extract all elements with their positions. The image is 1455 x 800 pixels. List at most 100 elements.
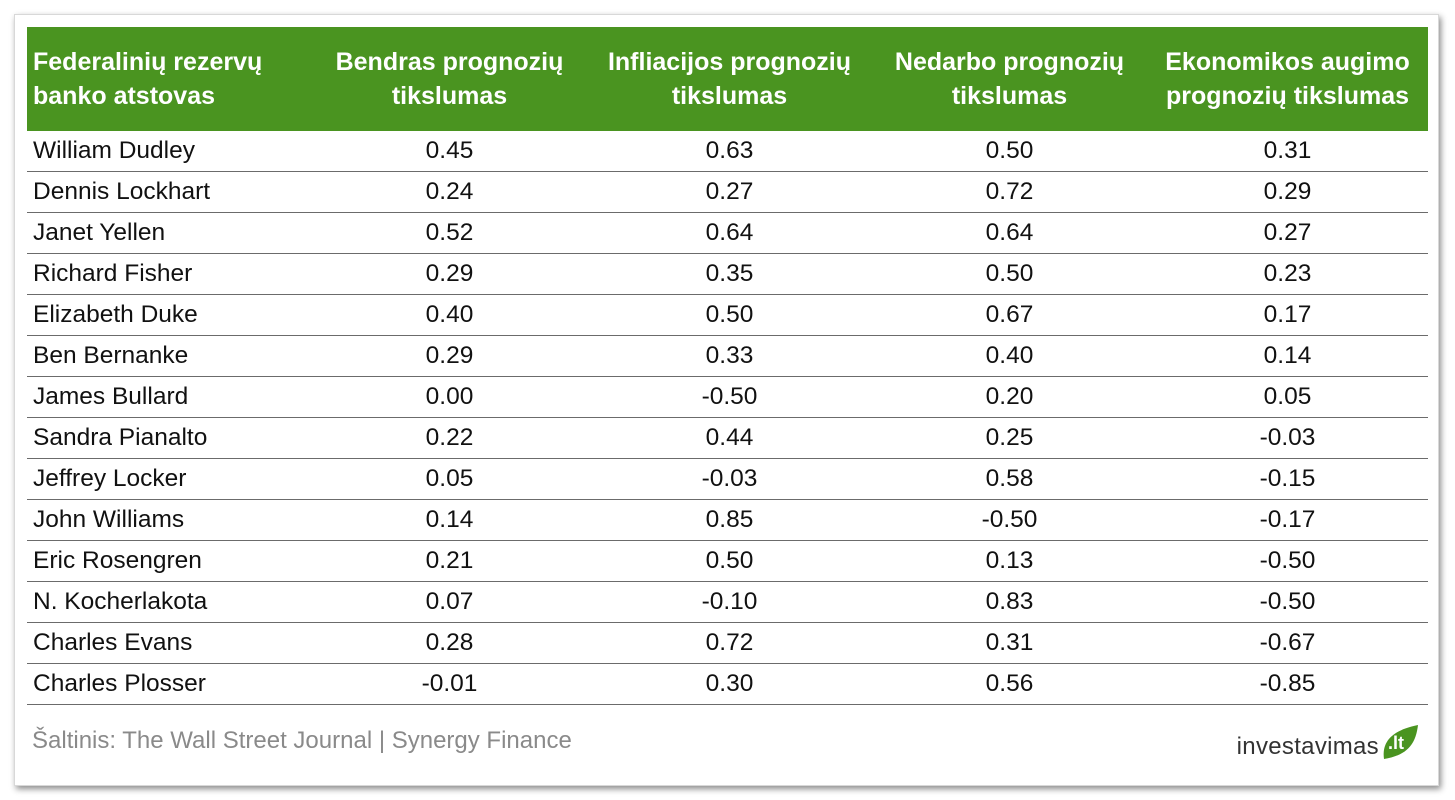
accuracy-value-cell: 0.44 [587,417,872,459]
column-header-line: tikslumas [671,82,788,110]
accuracy-value-cell: 0.85 [587,499,872,541]
accuracy-value-cell: 0.20 [872,376,1147,418]
forecast-accuracy-table: Federalinių rezervų banko atstovas Bendras… [27,27,1428,705]
accuracy-value-cell: 0.40 [872,335,1147,377]
accuracy-value-cell: 0.50 [587,540,872,582]
table-row: Elizabeth Duke 0.40 0.50 0.67 0.17 [27,294,1428,336]
accuracy-value-cell: 0.29 [1147,171,1428,213]
column-header-line: Bendras prognozių [335,48,564,76]
member-name-cell: John Williams [27,499,312,541]
accuracy-value-cell: -0.15 [1147,458,1428,500]
accuracy-value-cell: 0.72 [872,171,1147,213]
table-row: Sandra Pianalto 0.22 0.44 0.25 -0.03 [27,417,1428,459]
accuracy-value-cell: -0.50 [1147,581,1428,623]
accuracy-value-cell: 0.14 [312,499,587,541]
accuracy-value-cell: 0.35 [587,253,872,295]
accuracy-value-cell: 0.05 [312,458,587,500]
accuracy-value-cell: 0.25 [872,417,1147,459]
column-header-2: Infliacijos prognozių tikslumas [587,27,872,131]
table-frame: Federalinių rezervų banko atstovas Bendras… [14,14,1439,786]
column-header-line: tikslumas [391,82,508,110]
accuracy-value-cell: 0.63 [587,131,872,172]
accuracy-value-cell: 0.72 [587,622,872,664]
accuracy-value-cell: -0.50 [587,376,872,418]
table-row: Charles Evans 0.28 0.72 0.31 -0.67 [27,622,1428,664]
accuracy-value-cell: 0.52 [312,212,587,254]
table-row: Jeffrey Locker 0.05 -0.03 0.58 -0.15 [27,458,1428,500]
table-row: Charles Plosser -0.01 0.30 0.56 -0.85 [27,663,1428,705]
table-row: Ben Bernanke 0.29 0.33 0.40 0.14 [27,335,1428,377]
column-header-0: Federalinių rezervų banko atstovas [27,27,312,131]
accuracy-value-cell: 0.21 [312,540,587,582]
member-name-cell: Charles Evans [27,622,312,664]
accuracy-value-cell: 0.30 [587,663,872,705]
header-row: Federalinių rezervų banko atstovas Bendras… [27,27,1428,131]
accuracy-value-cell: 0.05 [1147,376,1428,418]
column-header-line: prognozių tikslumas [1165,82,1410,110]
accuracy-value-cell: -0.10 [587,581,872,623]
accuracy-value-cell: 0.45 [312,131,587,172]
table-row: James Bullard 0.00 -0.50 0.20 0.05 [27,376,1428,418]
table-row: Richard Fisher 0.29 0.35 0.50 0.23 [27,253,1428,295]
column-header-3: Nedarbo prognozių tikslumas [872,27,1147,131]
accuracy-value-cell: 0.56 [872,663,1147,705]
logo-suffix: .lt [1388,733,1404,753]
accuracy-value-cell: 0.83 [872,581,1147,623]
member-name-cell: James Bullard [27,376,312,418]
accuracy-value-cell: 0.29 [312,253,587,295]
accuracy-value-cell: 0.27 [587,171,872,213]
member-name-cell: Richard Fisher [27,253,312,295]
accuracy-value-cell: 0.64 [587,212,872,254]
member-name-cell: William Dudley [27,131,312,172]
column-header-line: Ekonomikos augimo [1165,48,1410,76]
logo-text: investavimas [1236,733,1379,760]
column-header-line: Federalinių rezervų [33,48,263,76]
accuracy-value-cell: -0.17 [1147,499,1428,541]
leaf-icon: .lt [1380,723,1420,761]
column-header-4: Ekonomikos augimo prognozių tikslumas [1147,27,1428,131]
column-header-line: Infliacijos prognozių [607,48,852,76]
investavimas-logo: investavimas .lt [1237,723,1420,761]
table-body: William Dudley 0.45 0.63 0.50 0.31 Dennis Loc… [27,131,1428,705]
accuracy-value-cell: -0.50 [872,499,1147,541]
accuracy-value-cell: 0.14 [1147,335,1428,377]
column-header-1: Bendras prognozių tikslumas [312,27,587,131]
member-name-cell: Janet Yellen [27,212,312,254]
table-row: Eric Rosengren 0.21 0.50 0.13 -0.50 [27,540,1428,582]
accuracy-value-cell: 0.33 [587,335,872,377]
accuracy-value-cell: 0.50 [587,294,872,336]
accuracy-value-cell: 0.24 [312,171,587,213]
accuracy-value-cell: 0.31 [872,622,1147,664]
accuracy-value-cell: -0.01 [312,663,587,705]
source-note: Šaltinis: The Wall Street Journal | Syne… [32,727,572,754]
table-row: William Dudley 0.45 0.63 0.50 0.31 [27,131,1428,172]
accuracy-value-cell: 0.22 [312,417,587,459]
accuracy-value-cell: 0.17 [1147,294,1428,336]
table-row: Dennis Lockhart 0.24 0.27 0.72 0.29 [27,171,1428,213]
accuracy-value-cell: 0.31 [1147,131,1428,172]
member-name-cell: Sandra Pianalto [27,417,312,459]
column-header-line: banko atstovas [33,82,216,110]
member-name-cell: Charles Plosser [27,663,312,705]
accuracy-value-cell: 0.28 [312,622,587,664]
column-header-line: tikslumas [951,82,1068,110]
member-name-cell: Jeffrey Locker [27,458,312,500]
accuracy-value-cell: 0.50 [872,131,1147,172]
member-name-cell: Ben Bernanke [27,335,312,377]
table-row: John Williams 0.14 0.85 -0.50 -0.17 [27,499,1428,541]
table-row: N. Kocherlakota 0.07 -0.10 0.83 -0.50 [27,581,1428,623]
accuracy-value-cell: -0.03 [587,458,872,500]
accuracy-value-cell: -0.50 [1147,540,1428,582]
accuracy-value-cell: 0.27 [1147,212,1428,254]
accuracy-value-cell: 0.50 [872,253,1147,295]
accuracy-value-cell: 0.13 [872,540,1147,582]
accuracy-value-cell: 0.00 [312,376,587,418]
accuracy-value-cell: 0.64 [872,212,1147,254]
accuracy-value-cell: 0.58 [872,458,1147,500]
accuracy-value-cell: -0.85 [1147,663,1428,705]
table-row: Janet Yellen 0.52 0.64 0.64 0.27 [27,212,1428,254]
table-header: Federalinių rezervų banko atstovas Bendras… [27,27,1428,131]
accuracy-value-cell: 0.23 [1147,253,1428,295]
member-name-cell: N. Kocherlakota [27,581,312,623]
member-name-cell: Elizabeth Duke [27,294,312,336]
